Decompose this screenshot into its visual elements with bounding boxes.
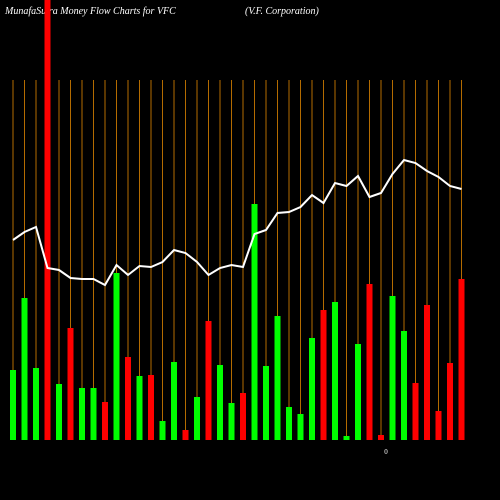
bar xyxy=(21,298,28,440)
zero-label: 0 xyxy=(384,448,388,456)
bar xyxy=(263,366,269,440)
bar xyxy=(251,204,258,440)
bar xyxy=(274,316,281,440)
bar xyxy=(412,383,419,440)
chart-subtitle: (V.F. Corporation) xyxy=(245,6,319,17)
bar xyxy=(228,403,235,440)
bar xyxy=(125,357,131,440)
bar xyxy=(182,430,189,440)
bar xyxy=(435,411,442,440)
bar xyxy=(90,388,97,440)
bar xyxy=(366,284,373,440)
chart-title: MunafaSutra Money Flow Charts for VFC xyxy=(4,6,176,17)
bar xyxy=(33,368,39,440)
bar xyxy=(205,321,212,440)
bar xyxy=(56,384,62,440)
bar xyxy=(309,338,315,440)
bar xyxy=(458,279,465,440)
bar xyxy=(355,344,361,440)
bar xyxy=(378,435,384,440)
bar xyxy=(240,393,246,440)
bar xyxy=(113,273,120,440)
bar xyxy=(332,302,338,440)
bar xyxy=(217,365,223,440)
bar xyxy=(102,402,108,440)
bar xyxy=(389,296,396,440)
bar xyxy=(343,436,350,440)
bar xyxy=(286,407,292,440)
bar xyxy=(44,0,51,440)
bar xyxy=(171,362,177,440)
bar xyxy=(136,376,143,440)
bar xyxy=(447,363,453,440)
bar xyxy=(297,414,304,440)
bar xyxy=(401,331,407,440)
bar xyxy=(320,310,327,440)
bar xyxy=(10,370,16,440)
bar xyxy=(79,388,85,440)
line xyxy=(12,158,462,287)
bar xyxy=(159,421,166,440)
bar xyxy=(67,328,74,440)
bar xyxy=(194,397,200,440)
bar xyxy=(424,305,430,440)
bar xyxy=(148,375,154,440)
